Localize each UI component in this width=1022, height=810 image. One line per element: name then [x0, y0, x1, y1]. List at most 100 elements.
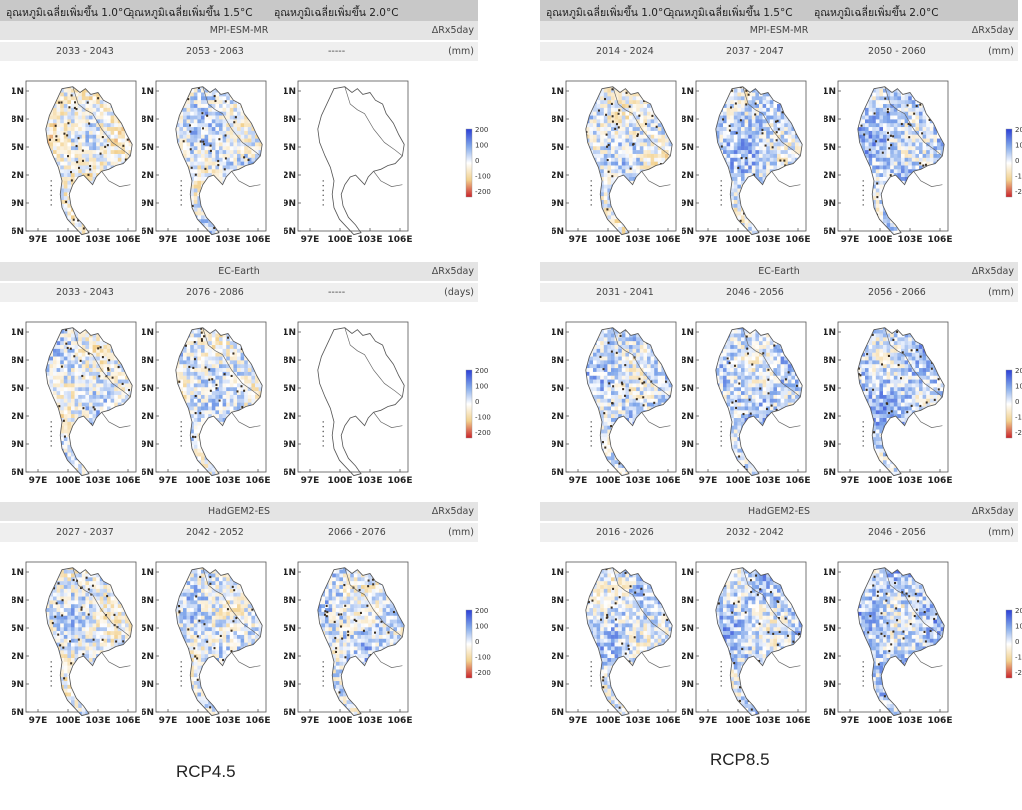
lat-tick-label: 21N: [142, 328, 154, 338]
lat-tick-label: 15N: [682, 384, 694, 394]
lon-tick-label: 100E: [56, 235, 81, 245]
lon-tick-label: 106E: [116, 476, 141, 486]
lon-tick-label: 103E: [756, 235, 781, 245]
lon-tick-label: 103E: [358, 716, 383, 726]
map-1: 21N 18N 15N 12N 9N 6N 97E 100E 103E 106E: [552, 73, 692, 253]
colorbar-tick-label: 200: [475, 367, 488, 375]
lon-tick-label: 106E: [656, 235, 681, 245]
colorbar-tick-label: 200: [1015, 367, 1022, 375]
variable-label: ΔRx5day: [432, 506, 474, 517]
period-label-3: 2050 - 2060: [868, 46, 926, 57]
lat-tick-label: 15N: [142, 384, 154, 394]
lon-tick-label: 106E: [928, 235, 953, 245]
lon-tick-label: 97E: [29, 716, 48, 726]
unit-label: (mm): [448, 527, 474, 538]
lat-tick-label: 18N: [12, 596, 24, 606]
lon-tick-label: 103E: [626, 716, 651, 726]
lon-tick-label: 97E: [841, 716, 860, 726]
lat-tick-label: 18N: [682, 596, 694, 606]
lat-tick-label: 21N: [824, 87, 836, 97]
lon-tick-label: 103E: [358, 476, 383, 486]
lat-tick-label: 15N: [824, 143, 836, 153]
lat-tick-label: 12N: [284, 412, 296, 422]
lon-tick-label: 103E: [626, 235, 651, 245]
map-3: 21N 18N 15N 12N 9N 6N 97E 100E 103E 106E: [284, 314, 424, 494]
colorbar-tick-label: -100: [1015, 654, 1022, 662]
lat-tick-label: 12N: [552, 412, 564, 422]
lon-tick-label: 103E: [216, 476, 241, 486]
lat-tick-label: 21N: [682, 328, 694, 338]
lat-tick-label: 6N: [284, 468, 296, 478]
map-3: 21N 18N 15N 12N 9N 6N 97E 100E 103E 106E: [824, 73, 964, 253]
map-2: 21N 18N 15N 12N 9N 6N 97E 100E 103E 106E: [682, 314, 822, 494]
lat-tick-label: 9N: [142, 440, 154, 450]
lat-tick-label: 12N: [682, 652, 694, 662]
period-label-1: 2027 - 2037: [56, 527, 114, 538]
column-header-bar: อุณหภูมิเฉลี่ยเพิ่มขึ้น 1.0°C อุณหภูมิเฉล…: [540, 0, 1018, 21]
column-header-3: อุณหภูมิเฉลี่ยเพิ่มขึ้น 2.0°C: [274, 4, 399, 21]
period-label-1: 2014 - 2024: [596, 46, 654, 57]
lon-tick-label: 100E: [868, 235, 893, 245]
lon-tick-label: 106E: [928, 716, 953, 726]
lat-tick-label: 12N: [552, 171, 564, 181]
lat-tick-label: 21N: [12, 87, 24, 97]
lat-tick-label: 18N: [824, 596, 836, 606]
lat-tick-label: 21N: [824, 328, 836, 338]
lat-tick-label: 18N: [284, 115, 296, 125]
unit-label: (mm): [988, 527, 1014, 538]
model-bar: MPI-ESM-MR ΔRx5day: [0, 21, 478, 40]
lat-tick-label: 12N: [284, 171, 296, 181]
lon-tick-label: 106E: [246, 476, 271, 486]
lat-tick-label: 12N: [682, 412, 694, 422]
model-bar: MPI-ESM-MR ΔRx5day: [540, 21, 1018, 40]
map-3: 21N 18N 15N 12N 9N 6N 97E 100E 103E 106E: [824, 554, 964, 734]
colorbar-tick-label: -100: [475, 654, 491, 662]
colorbar-tick-label: 200: [1015, 607, 1022, 615]
lat-tick-label: 6N: [682, 227, 694, 237]
lat-tick-label: 6N: [284, 708, 296, 718]
lon-tick-label: 103E: [358, 235, 383, 245]
model-name: MPI-ESM-MR: [210, 25, 269, 36]
lat-tick-label: 12N: [142, 412, 154, 422]
colorbar-tick-label: -200: [1015, 669, 1022, 677]
lat-tick-label: 15N: [142, 143, 154, 153]
lat-tick-label: 9N: [284, 440, 296, 450]
colorbar-tick-label: -200: [475, 669, 491, 677]
lon-tick-label: 106E: [246, 235, 271, 245]
lat-tick-label: 15N: [12, 624, 24, 634]
lon-tick-label: 97E: [159, 716, 178, 726]
lon-tick-label: 106E: [786, 716, 811, 726]
lat-tick-label: 9N: [682, 199, 694, 209]
lon-tick-label: 97E: [29, 235, 48, 245]
colorbar-tick-label: 0: [1015, 398, 1019, 406]
lon-tick-label: 97E: [699, 476, 718, 486]
period-label-2: 2053 - 2063: [186, 46, 244, 57]
lat-tick-label: 15N: [284, 624, 296, 634]
lon-tick-label: 100E: [328, 476, 353, 486]
lon-tick-label: 97E: [29, 476, 48, 486]
map-1: 21N 18N 15N 12N 9N 6N 97E 100E 103E 106E: [12, 73, 152, 253]
lon-tick-label: 100E: [868, 716, 893, 726]
lat-tick-label: 15N: [12, 384, 24, 394]
colorbar-tick-label: 0: [1015, 638, 1019, 646]
lon-tick-label: 97E: [699, 716, 718, 726]
model-bar: HadGEM2-ES ΔRx5day: [0, 502, 478, 521]
lon-tick-label: 100E: [868, 476, 893, 486]
lat-tick-label: 6N: [284, 227, 296, 237]
lon-tick-label: 103E: [86, 235, 111, 245]
lat-tick-label: 9N: [142, 680, 154, 690]
lat-tick-label: 9N: [142, 199, 154, 209]
period-bar: 2033 - 2043 2076 - 2086 ----- (days): [0, 283, 478, 302]
lat-tick-label: 18N: [142, 115, 154, 125]
lat-tick-label: 21N: [682, 87, 694, 97]
period-label-1: 2031 - 2041: [596, 287, 654, 298]
panel-rcp85: อุณหภูมิเฉลี่ยเพิ่มขึ้น 1.0°C อุณหภูมิเฉล…: [540, 0, 1022, 745]
period-label-2: 2032 - 2042: [726, 527, 784, 538]
lon-tick-label: 103E: [86, 476, 111, 486]
lon-tick-label: 103E: [216, 716, 241, 726]
model-bar: HadGEM2-ES ΔRx5day: [540, 502, 1018, 521]
map-2: 21N 18N 15N 12N 9N 6N 97E 100E 103E 106E: [142, 554, 282, 734]
lon-tick-label: 100E: [596, 235, 621, 245]
lat-tick-label: 21N: [552, 568, 564, 578]
map-1: 21N 18N 15N 12N 9N 6N 97E 100E 103E 106E: [12, 314, 152, 494]
